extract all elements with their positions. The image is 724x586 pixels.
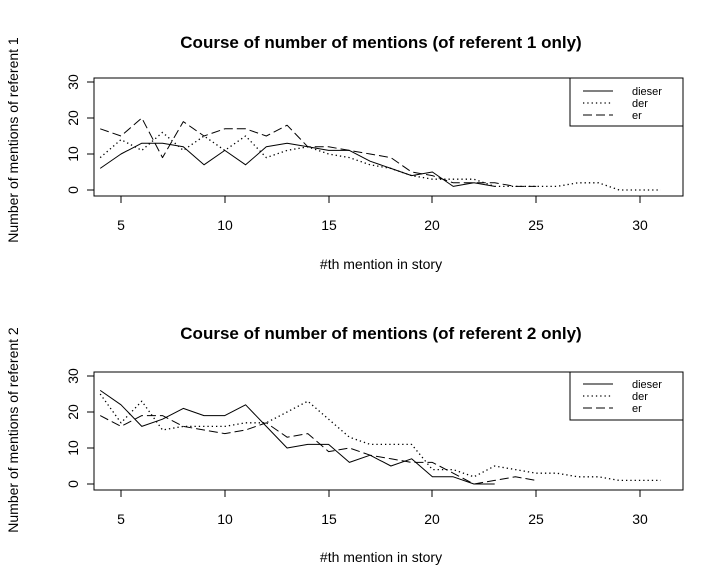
legend-label-1-der: der [632, 98, 648, 110]
legend-label-2-er: er [632, 403, 642, 415]
x-tick-label-1-20: 20 [424, 217, 440, 233]
x-axis-label-2: #th mention in story [320, 549, 442, 565]
series-line-1-der [99, 131, 661, 191]
y-axis-2: 0 10 20 30 [65, 368, 95, 488]
legend-label-1-dieser: dieser [632, 86, 662, 98]
y-tick-label-2-0: 0 [65, 480, 81, 488]
series-line-1-dieser [99, 142, 495, 187]
y-tick-label-1-0: 0 [65, 186, 81, 194]
x-tick-label-1-15: 15 [321, 217, 337, 233]
legend-box-1 [569, 77, 684, 127]
y-tick-label-2-20: 20 [65, 404, 81, 420]
x-axis-label-1: #th mention in story [320, 256, 442, 272]
x-tick-label-1-25: 25 [528, 217, 544, 233]
series-line-1-er [100, 117, 537, 187]
x-tick-label-2-5: 5 [117, 511, 125, 527]
y-tick-label-1-10: 10 [65, 146, 81, 162]
legend-label-1-er: er [632, 110, 642, 122]
series-line-2-er [99, 415, 537, 485]
x-axis-1: 5 10 15 20 25 30 [117, 195, 648, 233]
x-tick-label-2-20: 20 [424, 511, 440, 527]
y-axis-label-2: Number of mentions of referent 2 [5, 327, 21, 533]
x-tick-label-2-15: 15 [321, 511, 337, 527]
y-axis-1: 0 10 20 30 [65, 74, 95, 194]
x-tick-label-1-5: 5 [117, 217, 125, 233]
x-tick-label-1-30: 30 [632, 217, 648, 233]
y-tick-label-1-30: 30 [65, 74, 81, 90]
legend-1: dieser der er [569, 77, 684, 127]
series-group-1 [99, 117, 661, 191]
chart-title-1: Course of number of mentions (of referen… [180, 33, 581, 52]
x-tick-label-2-25: 25 [528, 511, 544, 527]
x-tick-label-2-30: 30 [632, 511, 648, 527]
legend-label-2-dieser: dieser [632, 379, 662, 391]
legend-label-2-der: der [632, 391, 648, 403]
y-tick-label-2-30: 30 [65, 368, 81, 384]
y-tick-label-2-10: 10 [65, 440, 81, 456]
chart-panel-2: Course of number of mentions (of referen… [5, 324, 684, 565]
y-axis-label-1: Number of mentions of referent 1 [5, 37, 21, 243]
x-tick-label-2-10: 10 [217, 511, 233, 527]
chart-title-2: Course of number of mentions (of referen… [180, 324, 581, 343]
chart-panel-1: Course of number of mentions (of referen… [5, 33, 684, 272]
series-group-2 [99, 389, 661, 485]
series-line-2-der [99, 393, 661, 482]
legend-box-2 [569, 371, 684, 421]
y-tick-label-1-20: 20 [65, 110, 81, 126]
legend-2: dieser der er [569, 371, 684, 421]
series-line-2-dieser [99, 389, 495, 485]
x-axis-2: 5 10 15 20 25 30 [117, 489, 648, 527]
x-tick-label-1-10: 10 [217, 217, 233, 233]
